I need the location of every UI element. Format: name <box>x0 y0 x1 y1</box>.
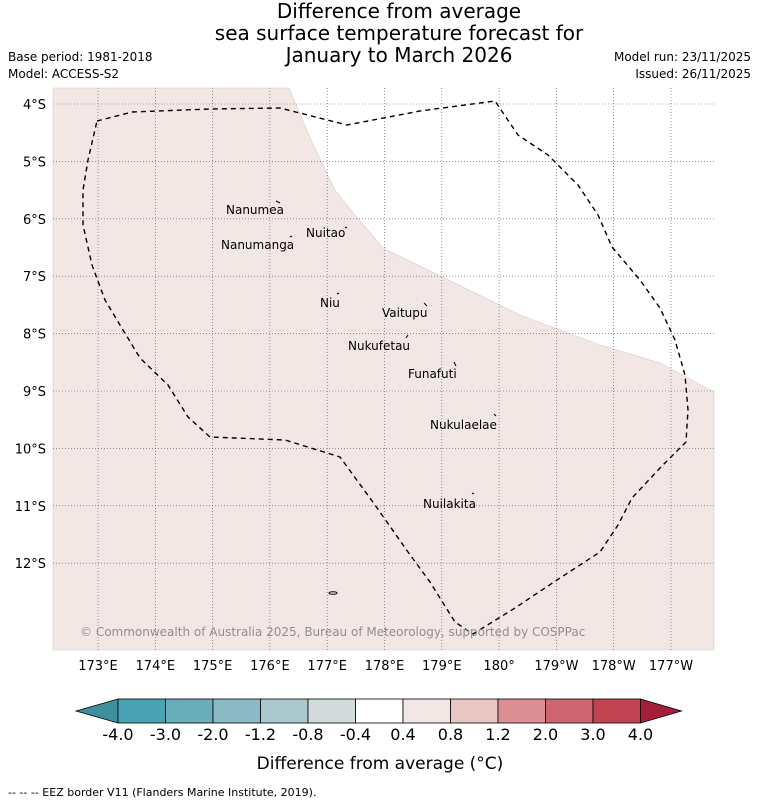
meta-right: Model run: 23/11/2025 Issued: 26/11/2025 <box>614 49 751 83</box>
title-line-3: January to March 2026 <box>285 43 513 67</box>
lon-label: 177°E <box>307 659 347 674</box>
footnote-eez-source: -- -- -- EEZ border V11 (Flanders Marine… <box>8 786 317 799</box>
place-label-vaitupu: Vaitupu <box>382 306 428 320</box>
colorbar-segment <box>212 698 261 724</box>
lon-label: 173°E <box>78 659 118 674</box>
lat-label: 11°S <box>15 500 46 515</box>
islands <box>275 200 497 595</box>
lat-label: 6°S <box>23 213 46 228</box>
island-funafuti-mark <box>453 361 457 367</box>
place-label-niu: Niu <box>320 296 340 310</box>
colorbar-segment <box>165 698 214 724</box>
longitude-labels: 173°E 174°E 175°E 176°E 177°E 178°E 179°E 180° 1… <box>78 659 693 674</box>
island-vaitupu-mark <box>423 302 428 307</box>
place-label-nukulaelae: Nukulaelae <box>430 418 497 432</box>
colorbar-tick-label: -4.0 <box>102 725 133 744</box>
title-line-1: Difference from average <box>276 0 522 23</box>
lon-label: 176°E <box>250 659 290 674</box>
island-nuitao-mark <box>344 226 348 229</box>
chart-title: Difference from average sea surface temp… <box>0 0 758 66</box>
place-label-nuilakita: Nuilakita <box>423 497 476 511</box>
colorbar-segment <box>117 698 166 724</box>
colorbar-tick-label: 0.8 <box>438 725 463 744</box>
colorbar-segment <box>592 698 641 724</box>
colorbar-tick-label: -1.2 <box>245 725 276 744</box>
copyright-text: © Commonwealth of Australia 2025, Bureau… <box>80 625 585 639</box>
colorbar-tick-labels: -4.0 -3.0 -2.0 -1.2 -0.8 -0.4 0.4 0.8 1.2 2.0 3.0 4… <box>102 725 653 744</box>
place-label-nanumanga: Nanumanga <box>221 238 294 252</box>
colorbar-tick-label: -0.8 <box>292 725 323 744</box>
lat-label: 12°S <box>15 557 46 572</box>
lon-label: 179°W <box>534 659 578 674</box>
colorbar-title: Difference from average (°C) <box>257 754 504 774</box>
title-line-2: sea surface temperature forecast for <box>214 21 584 45</box>
eez-border <box>82 100 689 635</box>
lat-label: 9°S <box>23 385 46 400</box>
lon-label: 179°E <box>422 659 462 674</box>
island-nanumea-mark <box>275 200 281 204</box>
colorbar <box>74 698 683 724</box>
gridlines <box>53 88 714 650</box>
lat-label: 7°S <box>23 270 46 285</box>
lon-label: 175°E <box>193 659 233 674</box>
colorbar-tick-label: 0.4 <box>390 725 415 744</box>
lon-label: 180° <box>483 659 514 674</box>
colorbar-tick-label: -0.4 <box>340 725 371 744</box>
colorbar-segment <box>545 698 594 724</box>
issued-date: Issued: 26/11/2025 <box>635 67 751 81</box>
colorbar-tick-label: -3.0 <box>150 725 181 744</box>
colorbar-tick-label: -2.0 <box>197 725 228 744</box>
lon-label: 178°W <box>592 659 636 674</box>
colorbar-tick-label: 3.0 <box>580 725 605 744</box>
colorbar-extend-low <box>74 698 119 724</box>
colorbar-segment <box>402 698 451 724</box>
colorbar-segment <box>307 698 356 724</box>
lat-label: 4°S <box>23 98 46 113</box>
lon-label: 177°W <box>649 659 693 674</box>
island-nuilakita-mark <box>471 492 475 495</box>
lon-label: 174°E <box>136 659 176 674</box>
anomaly-region-0.4-0.8 <box>52 87 715 651</box>
lon-label: 178°E <box>365 659 405 674</box>
model-name: Model: ACCESS-S2 <box>8 67 120 81</box>
island-nanumanga-mark <box>289 235 293 238</box>
model-run: Model run: 23/11/2025 <box>613 50 751 64</box>
lat-label: 5°S <box>23 155 46 170</box>
base-period: Base period: 1981-2018 <box>8 50 153 64</box>
colorbar-segment <box>450 698 499 724</box>
place-label-nanumea: Nanumea <box>226 203 284 217</box>
lat-label: 10°S <box>15 442 46 457</box>
colorbar-extend-high <box>640 698 683 724</box>
island-niu-mark <box>336 292 340 295</box>
place-label-nukufetau: Nukufetau <box>348 339 410 353</box>
colorbar-tick-label: 2.0 <box>533 725 558 744</box>
place-label-funafuti: Funafuti <box>408 367 457 381</box>
latitude-labels: 4°S 5°S 6°S 7°S 8°S 9°S 10°S 11°S 12°S <box>15 98 46 572</box>
place-labels: Nanumea Nuitao Nanumanga Niu Vaitupu Nuk… <box>221 203 497 511</box>
colorbar-tick-label: 4.0 <box>628 725 653 744</box>
colorbar-segment <box>260 698 309 724</box>
colorbar-tick-label: 1.2 <box>485 725 510 744</box>
colorbar-segment <box>355 698 404 724</box>
island-nukulaelae-mark <box>493 413 497 417</box>
colorbar-segment <box>497 698 546 724</box>
island-south-reef <box>328 591 338 595</box>
place-label-nuitao: Nuitao <box>306 226 345 240</box>
meta-left: Base period: 1981-2018 Model: ACCESS-S2 <box>8 49 153 83</box>
lat-label: 8°S <box>23 328 46 343</box>
island-nukufetau-mark <box>405 334 409 339</box>
